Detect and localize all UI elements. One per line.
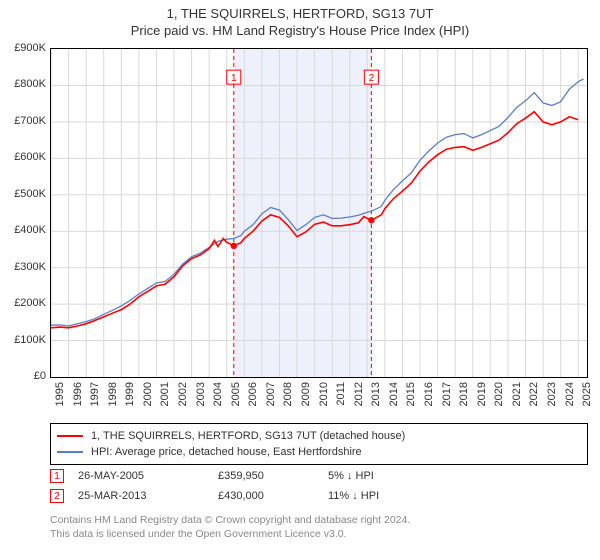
x-tick-label: 2003 (195, 382, 207, 406)
y-tick-label: £800K (0, 78, 46, 90)
y-tick-label: £500K (0, 188, 46, 200)
x-tick-label: 2020 (493, 382, 505, 406)
footer-line1: Contains HM Land Registry data © Crown c… (50, 514, 588, 528)
x-tick-label: 1998 (107, 382, 119, 406)
y-tick-label: £0 (0, 370, 46, 382)
y-tick-label: £300K (0, 261, 46, 273)
title-address: 1, THE SQUIRRELS, HERTFORD, SG13 7UT (0, 6, 600, 21)
x-tick-label: 2001 (159, 382, 171, 406)
svg-text:2: 2 (369, 73, 375, 84)
chart-container: 1, THE SQUIRRELS, HERTFORD, SG13 7UT Pri… (0, 0, 600, 560)
y-tick-label: £700K (0, 115, 46, 127)
title-subtitle: Price paid vs. HM Land Registry's House … (0, 23, 600, 38)
sale-delta: 5% ↓ HPI (328, 470, 438, 482)
x-tick-label: 2005 (230, 382, 242, 406)
legend-item: HPI: Average price, detached house, East… (57, 444, 581, 460)
legend-label: HPI: Average price, detached house, East… (91, 446, 362, 458)
x-tick-label: 2004 (212, 382, 224, 406)
y-tick-label: £900K (0, 42, 46, 54)
footer-line2: This data is licensed under the Open Gov… (50, 528, 588, 542)
x-tick-label: 2011 (335, 382, 347, 406)
sales-table: 1 26-MAY-2005£359,9505% ↓ HPI 2 25-MAR-2013… (50, 466, 588, 506)
x-tick-label: 2008 (282, 382, 294, 406)
x-tick-label: 2006 (247, 382, 259, 406)
legend: 1, THE SQUIRRELS, HERTFORD, SG13 7UT (de… (50, 423, 588, 465)
legend-label: 1, THE SQUIRRELS, HERTFORD, SG13 7UT (de… (91, 430, 405, 442)
x-tick-label: 2013 (370, 382, 382, 406)
y-tick-label: £600K (0, 151, 46, 163)
sale-price: £430,000 (218, 490, 328, 502)
y-tick-label: £400K (0, 224, 46, 236)
svg-text:1: 1 (231, 73, 237, 84)
x-tick-label: 2002 (177, 382, 189, 406)
x-tick-label: 2000 (142, 382, 154, 406)
y-tick-label: £100K (0, 334, 46, 346)
x-tick-label: 2017 (441, 382, 453, 406)
x-tick-label: 1995 (54, 382, 66, 406)
footer: Contains HM Land Registry data © Crown c… (50, 514, 588, 541)
sale-marker-box: 2 (50, 489, 64, 503)
plot-svg: 12 (51, 49, 587, 377)
x-tick-label: 1997 (89, 382, 101, 406)
x-tick-label: 2021 (511, 382, 523, 406)
sale-date: 25-MAR-2013 (78, 490, 218, 502)
legend-swatch (57, 435, 83, 437)
x-tick-label: 2007 (265, 382, 277, 406)
x-tick-label: 1999 (124, 382, 136, 406)
x-tick-label: 2018 (458, 382, 470, 406)
sale-marker-box: 1 (50, 469, 64, 483)
sale-row: 1 26-MAY-2005£359,9505% ↓ HPI (50, 466, 588, 486)
sale-delta: 11% ↓ HPI (328, 490, 438, 502)
x-tick-label: 2012 (353, 382, 365, 406)
x-tick-label: 2019 (476, 382, 488, 406)
x-tick-label: 2014 (388, 382, 400, 406)
x-tick-label: 1996 (72, 382, 84, 406)
plot-area: 12 (50, 48, 588, 378)
x-tick-label: 2015 (405, 382, 417, 406)
x-tick-label: 2023 (546, 382, 558, 406)
sale-price: £359,950 (218, 470, 328, 482)
legend-swatch (57, 451, 83, 453)
x-tick-label: 2025 (581, 382, 593, 406)
x-tick-label: 2009 (300, 382, 312, 406)
legend-item: 1, THE SQUIRRELS, HERTFORD, SG13 7UT (de… (57, 428, 581, 444)
sale-row: 2 25-MAR-2013£430,00011% ↓ HPI (50, 486, 588, 506)
y-tick-label: £200K (0, 297, 46, 309)
titles: 1, THE SQUIRRELS, HERTFORD, SG13 7UT Pri… (0, 0, 600, 38)
sale-date: 26-MAY-2005 (78, 470, 218, 482)
x-tick-label: 2016 (423, 382, 435, 406)
x-tick-label: 2024 (564, 382, 576, 406)
x-tick-label: 2022 (528, 382, 540, 406)
x-tick-label: 2010 (318, 382, 330, 406)
